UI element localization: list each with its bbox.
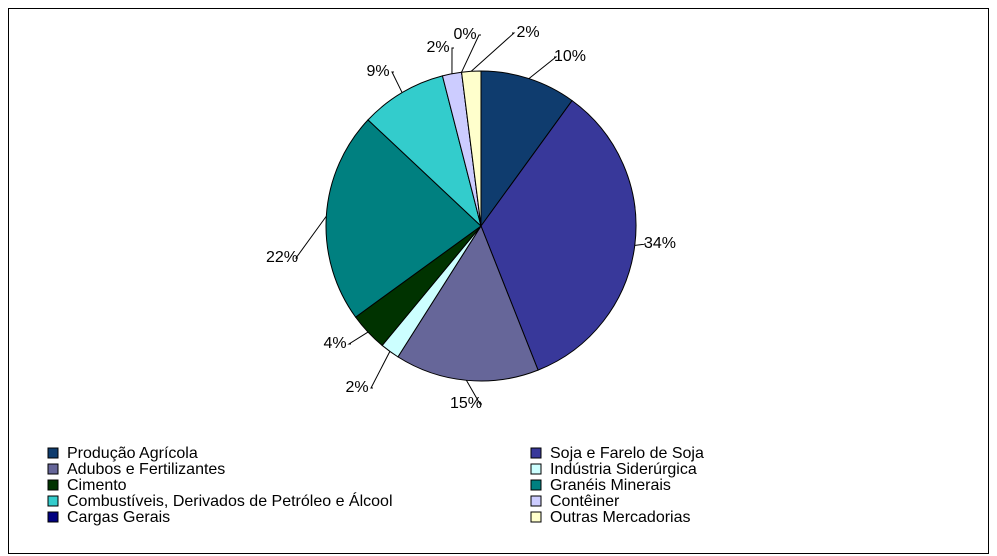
leader-line: [528, 56, 558, 79]
data-label: 10%: [554, 48, 586, 65]
pie-slice: [397, 224, 539, 382]
leader-line: [465, 380, 482, 405]
data-label: 0%: [453, 26, 476, 43]
legend-swatch: [530, 511, 542, 523]
leader-line: [461, 34, 481, 73]
legend-label: Combustíveis, Derivados de Petróleo e Ál…: [67, 491, 393, 510]
legend-label: Outras Mercadorias: [550, 509, 691, 526]
leader-line: [470, 32, 516, 72]
data-label: 2%: [516, 24, 539, 41]
legend-swatch: [47, 463, 59, 475]
pie-slice: [325, 119, 482, 318]
legend-swatch: [47, 495, 59, 507]
data-label: 9%: [366, 63, 389, 80]
leader-line: [391, 71, 403, 93]
legend-swatch: [47, 447, 59, 459]
legend-swatch: [47, 479, 59, 491]
legend-swatch: [47, 511, 59, 523]
legend-label: Indústria Siderúrgica: [550, 461, 697, 478]
leader-line: [370, 351, 391, 389]
leader-line: [634, 243, 647, 246]
leader-line: [347, 331, 369, 345]
data-label: 34%: [644, 235, 676, 252]
legend-swatch: [530, 447, 542, 459]
data-label: 15%: [450, 395, 482, 412]
pie-slice: [367, 75, 482, 228]
legend-label: Cimento: [67, 477, 127, 494]
leader-line: [451, 47, 454, 74]
legend-swatch: [530, 495, 542, 507]
legend-label: Soja e Farelo de Soja: [550, 445, 704, 462]
pie-slice: [461, 70, 482, 227]
legend-swatch: [530, 479, 542, 491]
leader-line: [295, 215, 327, 259]
data-label: 2%: [426, 39, 449, 56]
legend-label: Produção Agrícola: [67, 445, 198, 462]
data-label: 4%: [323, 335, 346, 352]
data-label: 2%: [345, 379, 368, 396]
legend-label: Contêiner: [550, 493, 620, 510]
data-label: 22%: [266, 249, 298, 266]
legend-label: Cargas Gerais: [67, 509, 170, 526]
legend-swatch: [530, 463, 542, 475]
legend-label: Granéis Minerais: [550, 477, 671, 494]
legend-label: Adubos e Fertilizantes: [67, 461, 225, 478]
